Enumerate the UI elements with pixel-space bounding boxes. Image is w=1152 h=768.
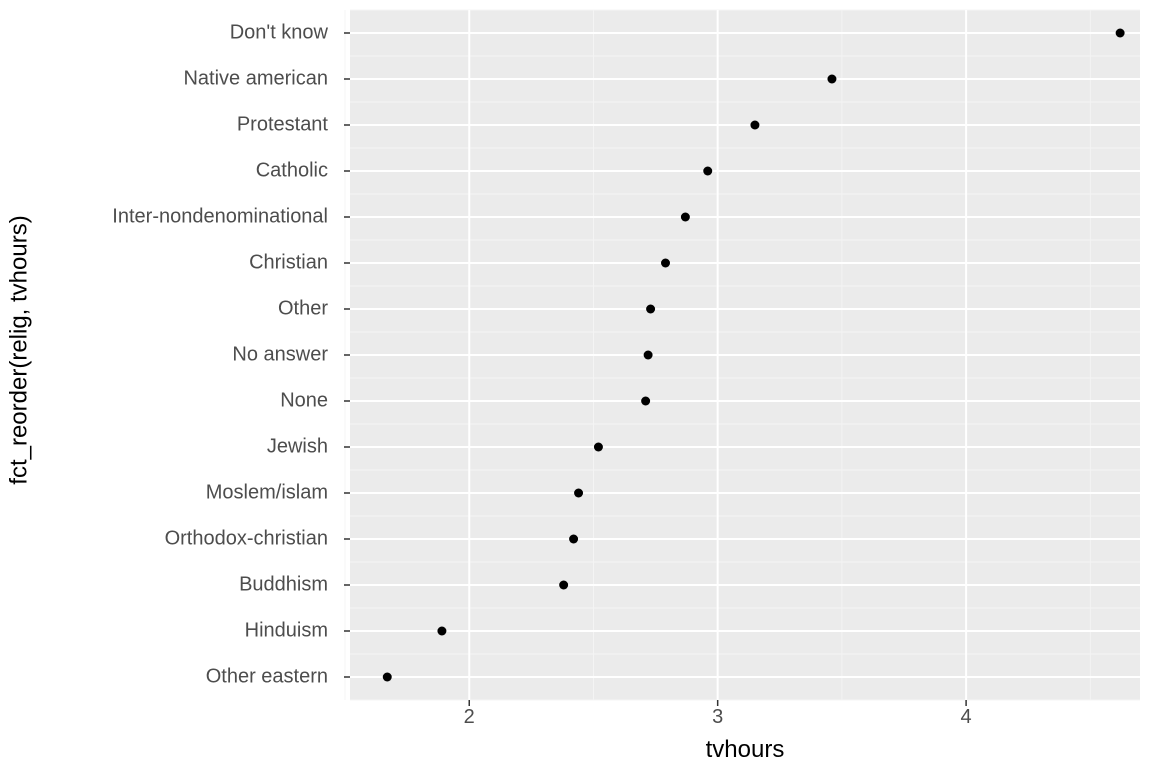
x-tick-labels: 2 3 4: [350, 706, 1140, 734]
data-point: [437, 627, 446, 636]
y-tick-label: Buddhism: [239, 574, 328, 597]
x-axis-title: tvhours: [350, 736, 1140, 764]
data-point: [594, 443, 603, 452]
data-point: [750, 121, 759, 130]
data-point: [681, 213, 690, 222]
y-tick-label: Orthodox-christian: [165, 528, 328, 551]
y-tick-label: Hinduism: [245, 620, 328, 643]
y-axis-title: fct_reorder(relig, tvhours): [0, 0, 40, 700]
dot-plot: fct_reorder(relig, tvhours) Don't know Na…: [0, 0, 1152, 768]
data-point: [703, 167, 712, 176]
y-tick-label: No answer: [232, 344, 328, 367]
data-point: [827, 75, 836, 84]
data-point: [574, 489, 583, 498]
plot-panel: [350, 10, 1140, 700]
y-tick-labels: Don't know Native american Protestant Catho…: [40, 10, 340, 700]
data-point: [641, 397, 650, 406]
y-tick-label: Moslem/islam: [206, 482, 328, 505]
y-tick-label: Inter-nondenominational: [112, 206, 328, 229]
data-point: [1116, 29, 1125, 38]
y-tick-label: Catholic: [256, 160, 328, 183]
data-point: [646, 305, 655, 314]
y-tick-label: Other: [278, 298, 328, 321]
x-tick-label: 2: [464, 706, 475, 729]
y-tick-label: None: [280, 390, 328, 413]
y-tick-label: Other eastern: [206, 666, 328, 689]
data-point: [569, 535, 578, 544]
y-axis-title-text: fct_reorder(relig, tvhours): [6, 215, 34, 484]
y-tick-label: Don't know: [230, 22, 328, 45]
x-tick-label: 3: [712, 706, 723, 729]
y-tick-label: Jewish: [267, 436, 328, 459]
y-tick-label: Protestant: [237, 114, 328, 137]
y-tick-label: Native american: [183, 68, 328, 91]
y-tick-label: Christian: [249, 252, 328, 275]
x-tick-label: 4: [961, 706, 972, 729]
data-point: [661, 259, 670, 268]
data-point: [383, 673, 392, 682]
data-point: [559, 581, 568, 590]
data-point: [644, 351, 653, 360]
